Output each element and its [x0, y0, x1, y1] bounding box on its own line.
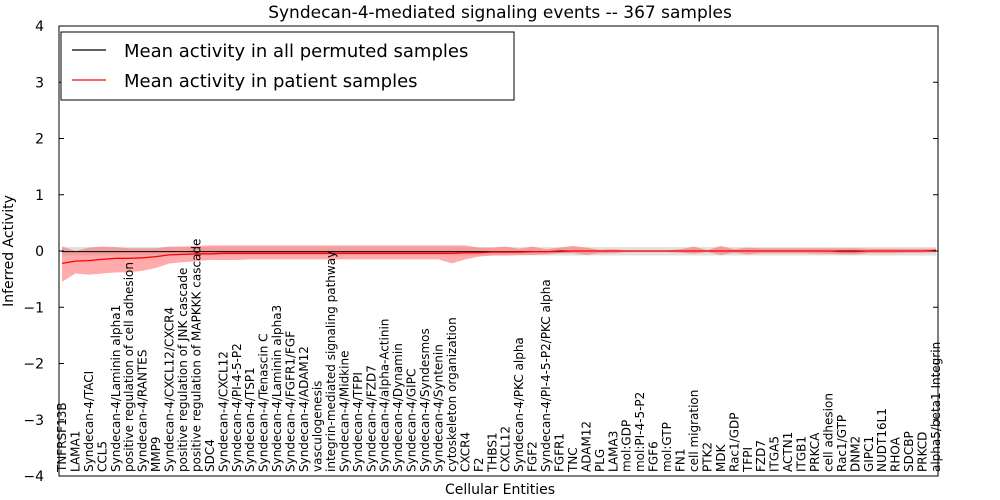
x-category-label: Syndecan-4/TACI: [82, 371, 96, 472]
x-category-label: FN1: [674, 448, 688, 472]
x-category-label: Syndecan-4/Tenascin C: [257, 333, 271, 472]
x-category-label: Syndecan-4/Dynamin: [391, 343, 405, 472]
x-category-label: MMP9: [149, 436, 163, 472]
x-category-label: cell adhesion: [821, 393, 835, 472]
x-category-label: mol:GTP: [660, 422, 674, 472]
x-category-label: SDC4: [203, 439, 217, 472]
x-category-label: TNFRSF13B: [55, 402, 69, 473]
x-category-label: Syndecan-4/GIPC: [405, 369, 419, 472]
x-category-label: Syndecan-4/CXCL12/CXCR4: [163, 307, 177, 472]
y-tick-label: 3: [35, 75, 44, 91]
x-category-label: positive regulation of JNK cascade: [176, 268, 190, 472]
x-category-label: MDK: [714, 443, 728, 472]
x-category-label: Rac1/GTP: [835, 415, 849, 472]
x-category-label: Syndecan-4/Laminin alpha1: [109, 305, 123, 472]
x-category-label: cell migration: [687, 390, 701, 472]
x-category-label: Syndecan-4/alpha-Actinin: [378, 319, 392, 472]
x-category-label: PRKCD: [916, 432, 930, 472]
x-category-label: alpha5/beta1 Integrin: [929, 342, 943, 472]
x-category-label: LAMA3: [606, 431, 620, 472]
x-category-label: GIPC1: [862, 436, 876, 472]
x-category-label: vasculogenesis: [310, 381, 324, 472]
x-category-label: FZD7: [754, 440, 768, 472]
x-category-label: THBS1: [485, 432, 499, 473]
x-category-label: Syndecan-4/CXCL12: [216, 351, 230, 472]
y-tick-label: 0: [35, 244, 44, 260]
x-category-label: FGFR1: [553, 433, 567, 472]
y-axis-ticks: −4 −3 −2 −1 0 1 2 3 4: [23, 19, 938, 485]
x-category-label: ADAM12: [579, 421, 593, 472]
x-category-label: Syndecan-4/PI-4-5-P2/PKC alpha: [539, 279, 553, 472]
x-category-label: TNC: [566, 447, 580, 473]
y-tick-label: −1: [23, 300, 44, 316]
x-category-label: TFPI: [741, 447, 755, 473]
x-category-label: ITGA5: [768, 436, 782, 472]
y-tick-label: −3: [23, 413, 44, 429]
x-category-label: Syndecan-4/Syndesmos: [418, 328, 432, 472]
patient-spread-band: [62, 245, 936, 282]
x-category-label: Syndecan-4/PI-4-5-P2: [230, 343, 244, 472]
x-category-label: Syndecan-4/FGFR1/FGF: [284, 331, 298, 472]
legend-box: [60, 31, 515, 101]
y-tick-label: 2: [35, 132, 44, 148]
x-category-label: PRKCA: [808, 432, 822, 472]
y-tick-label: −2: [23, 357, 44, 373]
y-tick-label: 1: [35, 188, 44, 204]
x-tick-labels: TNFRSF13B LAMA1 Syndecan-4/TACI CCL5 Syndeca…: [55, 239, 943, 473]
x-category-label: Syndecan-4/TSP1: [243, 367, 257, 472]
x-category-label: FGF2: [526, 441, 540, 472]
x-category-label: CXCL12: [499, 426, 513, 472]
legend: Mean activity in all permuted samples Me…: [60, 31, 515, 101]
x-category-label: Syndecan-4/Laminin alpha3: [270, 305, 284, 472]
x-category-label: CCL5: [95, 441, 109, 472]
y-axis-title: Inferred Activity: [1, 195, 17, 307]
x-category-label: ITGB1: [795, 436, 809, 472]
x-category-label: Rac1/GDP: [727, 413, 741, 472]
x-category-label: RHOA: [889, 436, 903, 472]
x-category-label: PTK2: [700, 442, 714, 472]
x-category-label: NUDT16L1: [875, 408, 889, 472]
x-category-label: ACTN1: [781, 432, 795, 472]
x-category-label: FGF6: [647, 441, 661, 472]
y-tick-label: −4: [23, 469, 44, 485]
y-tick-label: 4: [35, 19, 44, 35]
x-category-label: positive regulation of cell adhesion: [122, 262, 136, 472]
x-category-label: integrin-mediated signaling pathway: [324, 251, 338, 472]
x-category-label: Syndecan-4/RANTES: [136, 350, 150, 472]
x-category-label: PLG: [593, 449, 607, 472]
x-category-label: CXCR4: [458, 432, 472, 472]
x-axis-title: Cellular Entities: [445, 482, 555, 498]
x-category-label: cytoskeleton organization: [445, 317, 459, 472]
chart-title: Syndecan-4-mediated signaling events -- …: [268, 3, 732, 23]
x-category-label: Syndecan-4/Syntenin: [431, 344, 445, 472]
legend-label-permuted: Mean activity in all permuted samples: [124, 41, 468, 62]
patient-mean-line: [61, 249, 937, 265]
x-category-label: mol:GDP: [620, 420, 634, 472]
x-category-label: Syndecan-4/PKC alpha: [512, 337, 526, 472]
x-category-label: DNM2: [848, 436, 862, 472]
legend-label-patient: Mean activity in patient samples: [124, 71, 418, 92]
x-category-label: SDCBP: [902, 431, 916, 472]
x-category-label: Syndecan-4/TFPI: [351, 372, 365, 472]
x-category-label: mol:PI-4-5-P2: [633, 392, 647, 472]
x-category-label: F2: [472, 457, 486, 472]
x-category-label: LAMA1: [68, 431, 82, 472]
series-lines: [61, 249, 937, 265]
x-category-label: positive regulation of MAPKKK cascade: [189, 239, 203, 472]
x-category-label: Syndecan-4/FZD7: [364, 365, 378, 472]
x-category-label: Syndecan-4/ADAM12: [297, 346, 311, 472]
plot-frame: [58, 25, 939, 477]
x-category-label: Syndecan-4/Midkine: [337, 351, 351, 472]
